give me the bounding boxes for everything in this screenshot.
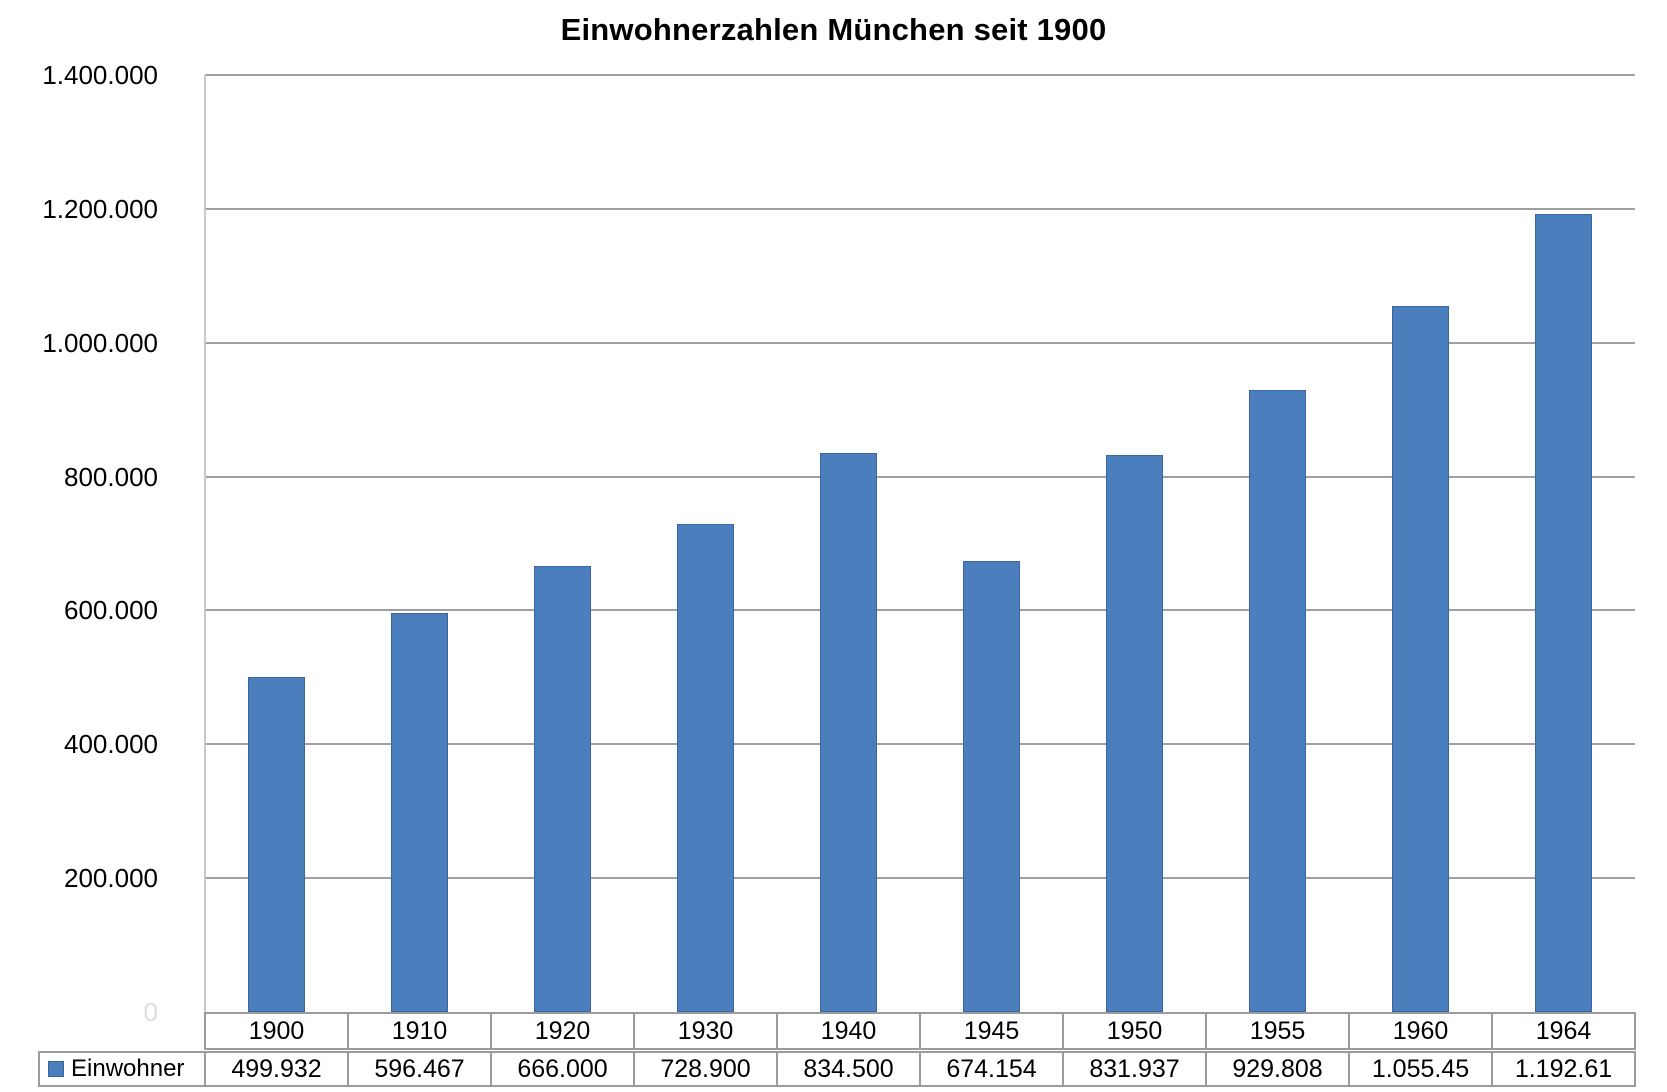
year-cell: 1950 bbox=[1062, 1012, 1207, 1050]
bar bbox=[391, 612, 448, 1012]
bar bbox=[534, 566, 591, 1012]
year-cell: 1930 bbox=[633, 1012, 778, 1050]
bar bbox=[1106, 455, 1163, 1012]
legend-label: Einwohner bbox=[71, 1055, 185, 1082]
bar bbox=[820, 453, 877, 1012]
y-tick-label: 200.000 bbox=[64, 863, 158, 894]
gridline bbox=[205, 743, 1635, 746]
gridline bbox=[205, 207, 1635, 210]
year-cell: 1964 bbox=[1491, 1012, 1636, 1050]
bar bbox=[1249, 389, 1306, 1012]
y-zero-label: 0 bbox=[143, 997, 158, 1027]
value-cell: 666.000 bbox=[490, 1051, 635, 1087]
y-tick-label: 1.400.000 bbox=[42, 60, 158, 90]
legend-swatch bbox=[48, 1061, 64, 1077]
y-tick-label: 1.200.000 bbox=[42, 193, 158, 224]
value-cell: 674.154 bbox=[919, 1051, 1064, 1087]
value-cell: 596.467 bbox=[347, 1051, 492, 1087]
gridline bbox=[205, 341, 1635, 344]
value-cell: 728.900 bbox=[633, 1051, 778, 1087]
y-tick-label: 400.000 bbox=[64, 729, 158, 760]
bar bbox=[963, 560, 1020, 1012]
y-tick-label: 1.000.000 bbox=[42, 327, 158, 358]
chart-title: Einwohnerzahlen München seit 1900 bbox=[560, 12, 1107, 47]
gridline bbox=[205, 74, 1635, 76]
y-tick-label: 600.000 bbox=[64, 595, 158, 626]
year-cell: 1940 bbox=[776, 1012, 921, 1050]
value-cell: 1.192.61 bbox=[1491, 1051, 1636, 1087]
bar bbox=[1392, 305, 1449, 1012]
year-cell: 1910 bbox=[347, 1012, 492, 1050]
legend-cell: Einwohner bbox=[38, 1051, 206, 1087]
y-tick-label: 800.000 bbox=[64, 461, 158, 492]
value-cell: 1.055.45 bbox=[1348, 1051, 1493, 1087]
gridline bbox=[205, 877, 1635, 880]
bar bbox=[248, 677, 305, 1012]
year-cell: 1900 bbox=[204, 1012, 349, 1050]
value-cell: 929.808 bbox=[1205, 1051, 1350, 1087]
value-cell: 834.500 bbox=[776, 1051, 921, 1087]
gridline bbox=[205, 609, 1635, 612]
year-cell: 1945 bbox=[919, 1012, 1064, 1050]
year-cell: 1920 bbox=[490, 1012, 635, 1050]
gridline bbox=[205, 475, 1635, 478]
bar bbox=[677, 524, 734, 1012]
y-axis-line bbox=[204, 75, 206, 1012]
bar bbox=[1535, 213, 1592, 1012]
value-cell: 499.932 bbox=[204, 1051, 349, 1087]
year-cell: 1960 bbox=[1348, 1012, 1493, 1050]
year-cell: 1955 bbox=[1205, 1012, 1350, 1050]
value-cell: 831.937 bbox=[1062, 1051, 1207, 1087]
